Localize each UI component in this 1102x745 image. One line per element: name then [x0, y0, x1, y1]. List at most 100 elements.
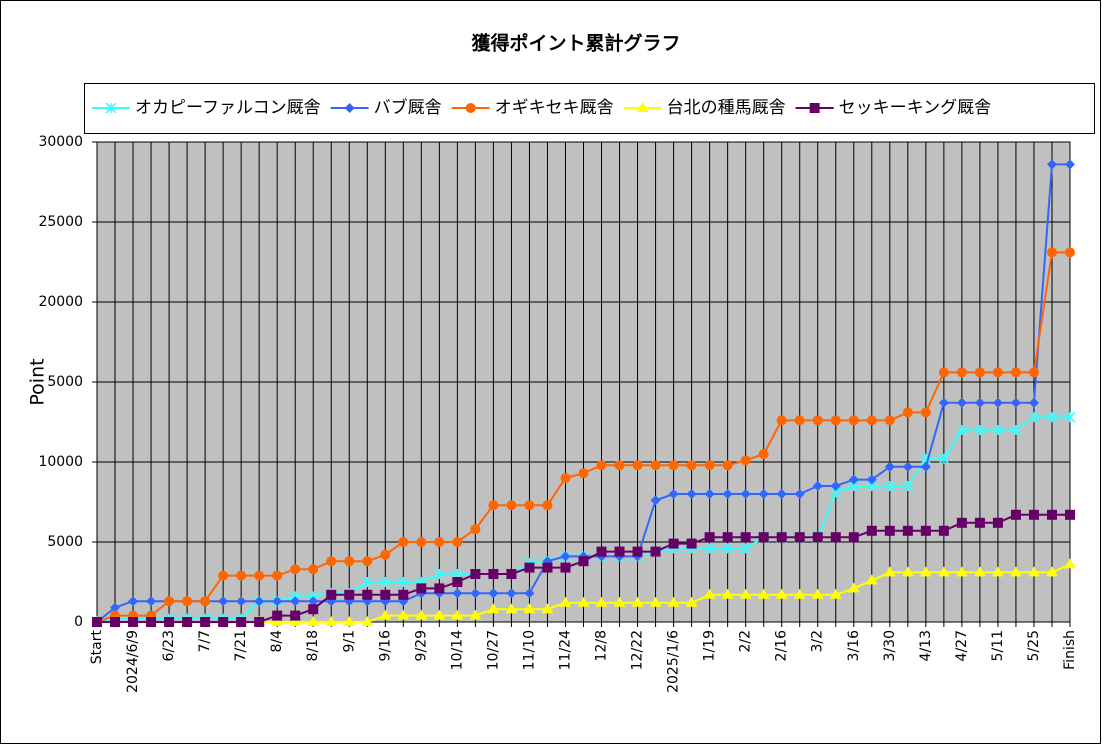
marker [974, 367, 985, 378]
marker [758, 532, 769, 543]
marker [992, 517, 1003, 528]
marker [866, 525, 877, 536]
y-axis-label: Point [27, 358, 49, 405]
marker [812, 415, 823, 426]
marker [992, 367, 1003, 378]
marker [794, 532, 805, 543]
marker [398, 537, 409, 547]
marker [1046, 411, 1058, 423]
marker [218, 570, 229, 581]
marker [541, 603, 554, 614]
marker [1064, 411, 1076, 423]
legend-label: オカピーファルコン厩舎 [135, 98, 321, 118]
marker [812, 532, 823, 543]
marker [1010, 397, 1021, 408]
marker [974, 397, 985, 408]
marker [632, 546, 643, 557]
marker [433, 568, 445, 580]
x-tick-label: Finish [1062, 630, 1078, 670]
marker [596, 460, 607, 471]
marker [884, 480, 896, 492]
marker [578, 556, 589, 567]
marker [902, 480, 914, 492]
marker [361, 576, 373, 588]
marker [488, 500, 499, 511]
marker [290, 610, 301, 621]
marker [433, 609, 446, 620]
marker [757, 588, 770, 599]
marker [596, 546, 607, 557]
y-tick-label: 25000 [38, 214, 83, 230]
marker [470, 524, 481, 535]
marker [668, 460, 679, 471]
marker [776, 532, 787, 543]
marker [452, 537, 463, 547]
marker [380, 589, 391, 600]
legend-label: 台北の種馬厩舎 [667, 98, 786, 118]
marker [128, 617, 139, 627]
x-tick-label: 2/2 [738, 630, 754, 653]
legend: オカピーファルコン厩舎 バブ厩舎 オギキセキ厩舎 台北の種馬厩舎 セッキーキング厩舎 [92, 97, 991, 118]
marker [254, 570, 265, 581]
marker [182, 596, 193, 607]
marker [290, 596, 301, 607]
legend-label: オギキセキ厩舎 [495, 98, 614, 118]
marker [866, 415, 877, 426]
marker [901, 566, 914, 577]
marker [577, 596, 590, 607]
marker [1065, 159, 1075, 170]
marker [1046, 509, 1057, 520]
marker [956, 424, 968, 436]
marker [110, 617, 121, 627]
marker [487, 603, 500, 614]
marker [830, 415, 841, 426]
marker [524, 588, 535, 599]
marker [830, 481, 841, 491]
marker [415, 609, 428, 620]
marker [866, 474, 877, 485]
x-tick-label: 3/30 [882, 630, 898, 661]
marker [289, 616, 302, 626]
marker [254, 596, 265, 607]
marker [307, 616, 320, 626]
marker [740, 455, 751, 466]
marker [704, 542, 716, 554]
marker [1010, 367, 1021, 378]
marker [506, 500, 517, 511]
marker [829, 588, 842, 599]
y-tick-label: 10000 [38, 454, 83, 470]
marker [614, 460, 625, 471]
marker [416, 583, 427, 594]
marker [1028, 367, 1039, 378]
marker [218, 596, 229, 607]
x-tick-label: 1/19 [702, 630, 718, 661]
marker [1027, 566, 1040, 577]
marker [379, 576, 391, 588]
marker [956, 517, 967, 528]
marker [595, 596, 608, 607]
marker [397, 576, 409, 588]
marker [974, 517, 985, 528]
marker [1046, 247, 1057, 258]
marker [488, 588, 499, 599]
marker [523, 603, 536, 614]
x-tick-label: 9/16 [377, 630, 393, 662]
marker [955, 566, 968, 577]
marker [200, 617, 211, 627]
marker [884, 461, 895, 472]
marker [505, 603, 518, 614]
marker [667, 596, 680, 607]
marker [686, 489, 697, 499]
marker [470, 569, 481, 579]
x-tick-label: 9/1 [341, 630, 357, 653]
marker [636, 102, 649, 112]
marker [758, 489, 769, 499]
marker [1065, 247, 1075, 258]
x-tick-label: 6/23 [161, 630, 177, 661]
marker [668, 538, 679, 549]
marker [703, 588, 716, 599]
marker [542, 500, 553, 511]
x-tick-label: 7/21 [233, 630, 249, 661]
marker [848, 474, 859, 485]
